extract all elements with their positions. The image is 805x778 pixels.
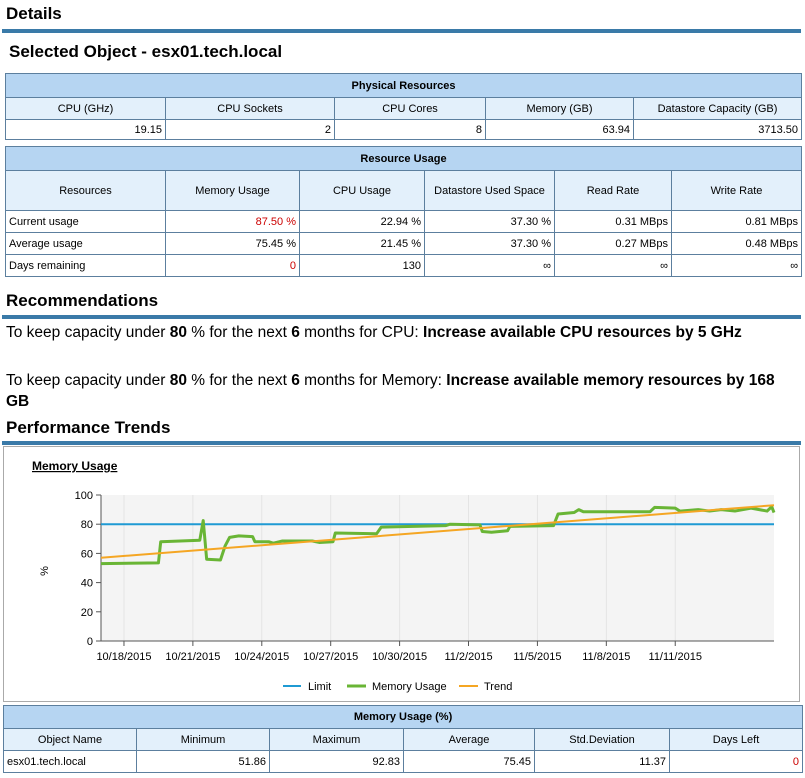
col-memory-gb: Memory (GB): [485, 97, 634, 120]
col-cpu-usage: CPU Usage: [299, 170, 425, 211]
y-tick-label: 40: [81, 578, 93, 590]
current-write-rate: 0.81 MBps: [670, 210, 803, 233]
col-days-left: Days Left: [668, 728, 804, 751]
memory-stats-caption: Memory Usage (%): [2, 705, 804, 729]
memory-recommendation: To keep capacity under 80 % for the next…: [6, 372, 775, 410]
recommendations-heading: Recommendations: [6, 291, 159, 310]
trends-rule: [2, 441, 801, 445]
col-average: Average: [403, 728, 535, 751]
performance-trends-heading: Performance Trends: [6, 418, 171, 437]
table-row: Average usage 75.45 % 21.45 % 37.30 % 0.…: [5, 232, 803, 255]
x-tick-label: 10/18/2015: [96, 651, 151, 663]
days-remaining-read: ∞: [554, 254, 672, 277]
col-object-name: Object Name: [3, 728, 137, 751]
cpu-recommendation-action: Increase available CPU resources by 5 GH…: [423, 324, 742, 341]
y-tick-label: 0: [87, 636, 93, 648]
average-datastore-used: 37.30 %: [424, 232, 555, 255]
details-rule: [2, 29, 801, 33]
cpu-sockets-value: 2: [165, 119, 335, 140]
average-write-rate: 0.48 MBps: [670, 232, 803, 255]
plot-area: [101, 495, 774, 641]
selected-object-title: Selected Object - esx01.tech.local: [9, 42, 283, 61]
x-tick-label: 11/11/2015: [649, 651, 702, 663]
current-read-rate: 0.31 MBps: [554, 210, 672, 233]
physical-resources-caption: Physical Resources: [4, 73, 803, 98]
table-row: esx01.tech.local 51.86 92.83 75.45 11.37…: [3, 750, 804, 773]
legend-memory-label: Memory Usage: [372, 681, 447, 693]
col-std-deviation: Std.Deviation: [534, 728, 670, 751]
average-cpu-usage: 21.45 %: [299, 232, 425, 255]
memory-usage-series: [100, 505, 776, 566]
details-heading: Details: [6, 4, 62, 23]
col-cpu-sockets: CPU Sockets: [165, 97, 335, 120]
y-tick-label: 100: [75, 490, 93, 502]
y-tick-label: 20: [81, 607, 93, 619]
table-row: Days remaining 0 130 ∞ ∞ ∞: [5, 254, 803, 277]
memory-usage-chart-panel: Memory Usage 0 20 40 60 80 100 10/18/2015 10/2…: [3, 446, 800, 702]
average-read-rate: 0.27 MBps: [554, 232, 672, 255]
stat-maximum: 92.83: [269, 750, 404, 773]
chart-title: Memory Usage: [32, 459, 118, 473]
stat-days-left: 0: [668, 750, 804, 773]
x-tick-label: 10/21/2015: [165, 651, 220, 663]
x-tick-label: 10/30/2015: [372, 651, 427, 663]
days-remaining-datastore: ∞: [424, 254, 555, 277]
x-tick-label: 11/5/2015: [513, 651, 561, 663]
current-cpu-usage: 22.94 %: [299, 210, 425, 233]
resource-usage-table: Resource Usage Resources Memory Usage CP…: [4, 146, 803, 277]
resource-usage-caption: Resource Usage: [4, 146, 803, 171]
col-memory-usage: Memory Usage: [165, 170, 300, 211]
cpu-cores-value: 8: [334, 119, 486, 140]
col-cpu-cores: CPU Cores: [334, 97, 486, 120]
x-tick-label: 10/24/2015: [234, 651, 289, 663]
recommendations-rule: [2, 315, 801, 319]
table-row: Current usage 87.50 % 22.94 % 37.30 % 0.…: [5, 210, 803, 233]
col-minimum: Minimum: [136, 728, 270, 751]
days-remaining-memory: 0: [165, 254, 300, 277]
y-tick-label: 80: [81, 519, 93, 531]
col-resources: Resources: [5, 170, 166, 211]
memory-stats-table: Memory Usage (%) Object Name Minimum Max…: [2, 705, 804, 773]
y-tick-label: 60: [81, 548, 93, 560]
x-tick-label: 11/8/2015: [582, 651, 630, 663]
cpu-recommendation: To keep capacity under 80 % for the next…: [6, 324, 742, 341]
col-maximum: Maximum: [269, 728, 404, 751]
stat-average: 75.45: [403, 750, 535, 773]
memory-usage-chart: Memory Usage 0 20 40 60 80 100 10/18/2015 10/2…: [32, 459, 776, 693]
col-cpu-ghz: CPU (GHz): [5, 97, 166, 120]
x-tick-label: 11/2/2015: [444, 651, 492, 663]
current-datastore-used: 37.30 %: [424, 210, 555, 233]
trend-line: [100, 504, 775, 559]
stat-minimum: 51.86: [136, 750, 270, 773]
col-read-rate: Read Rate: [554, 170, 672, 211]
col-write-rate: Write Rate: [670, 170, 803, 211]
current-memory-usage: 87.50 %: [165, 210, 300, 233]
legend-trend-label: Trend: [484, 681, 512, 693]
col-datastore-capacity: Datastore Capacity (GB): [632, 97, 803, 120]
y-axis-label: %: [39, 566, 51, 576]
average-memory-usage: 75.45 %: [165, 232, 300, 255]
row-label: Average usage: [5, 232, 166, 255]
memory-gb-value: 63.94: [485, 119, 634, 140]
cpu-ghz-value: 19.15: [5, 119, 166, 140]
memory-recommendation-action: Increase available memory resources by 1…: [6, 372, 775, 410]
days-remaining-write: ∞: [670, 254, 803, 277]
chart-legend: Limit Memory Usage Trend: [283, 681, 512, 693]
stat-std-deviation: 11.37: [534, 750, 670, 773]
legend-limit-label: Limit: [308, 681, 331, 693]
days-remaining-cpu: 130: [299, 254, 425, 277]
x-tick-label: 10/27/2015: [303, 651, 358, 663]
row-label: Current usage: [5, 210, 166, 233]
col-datastore-used: Datastore Used Space: [424, 170, 555, 211]
physical-resources-table: Physical Resources CPU (GHz) CPU Sockets…: [4, 73, 803, 140]
datastore-capacity-value: 3713.50: [632, 119, 803, 140]
stat-object-name: esx01.tech.local: [3, 750, 137, 773]
row-label: Days remaining: [5, 254, 166, 277]
